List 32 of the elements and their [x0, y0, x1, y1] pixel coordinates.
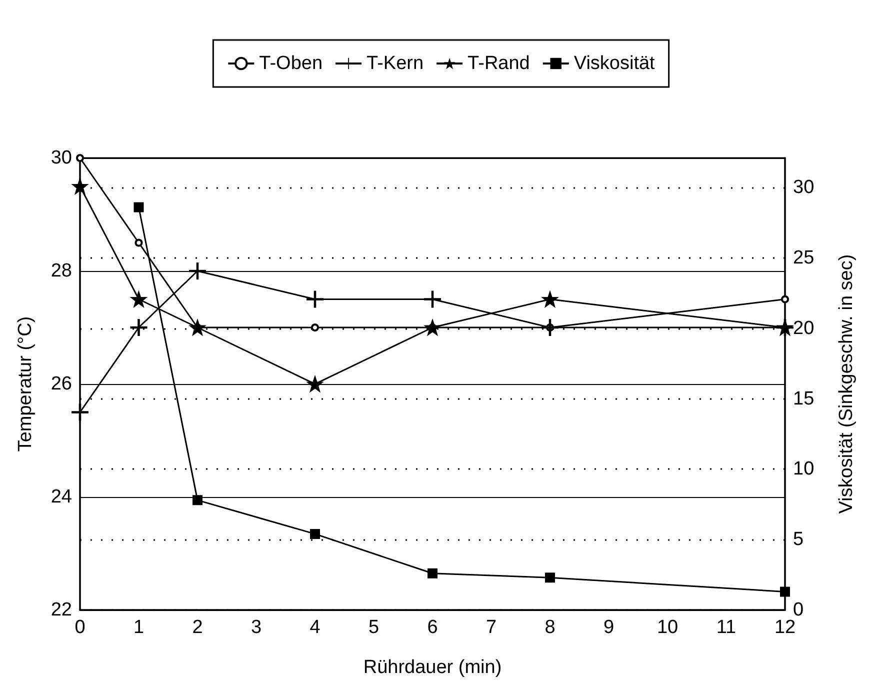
y2-axis-title: Viskosität (Sinkgeschw. in sec) [836, 254, 857, 514]
y2-tick-label: 10 [793, 458, 814, 480]
y2-tick-label: 0 [793, 600, 804, 620]
x-tick-label: 12 [774, 617, 796, 638]
y2-tick-label: 5 [793, 529, 804, 550]
legend-label: Viskosität [574, 53, 656, 74]
y-axis-title: Temperatur (°C) [15, 316, 36, 452]
x-tick-label: 5 [368, 617, 380, 638]
legend-label: T-Kern [366, 53, 424, 74]
x-tick-label: 0 [74, 617, 86, 638]
y-tick-label: 30 [50, 148, 72, 168]
x-tick-label: 3 [250, 617, 262, 638]
x-tick-label: 9 [603, 617, 614, 638]
y-tick-label: 26 [50, 374, 72, 394]
x-axis-title: Rührdauer (min) [363, 657, 502, 678]
x-tick-label: 7 [486, 617, 497, 638]
y2-tick-label: 30 [793, 177, 814, 198]
x-tick-label: 6 [427, 617, 438, 638]
x-tick-label: 1 [133, 617, 144, 638]
x-tick-label: 2 [192, 617, 203, 638]
x-tick-label: 8 [544, 617, 556, 638]
y-tick-label: 28 [50, 260, 72, 282]
y2-tick-label: 15 [793, 388, 814, 410]
x-tick-label: 10 [656, 617, 678, 638]
legend-label: T-Rand [468, 53, 530, 74]
y2-tick-label: 25 [793, 247, 814, 268]
x-tick-label: 4 [310, 617, 321, 638]
legend-label: T-Oben [259, 53, 323, 74]
y-tick-label: 22 [50, 600, 72, 620]
x-tick-label: 11 [716, 617, 736, 638]
y-tick-label: 24 [50, 486, 72, 508]
y2-tick-label: 20 [793, 318, 814, 339]
